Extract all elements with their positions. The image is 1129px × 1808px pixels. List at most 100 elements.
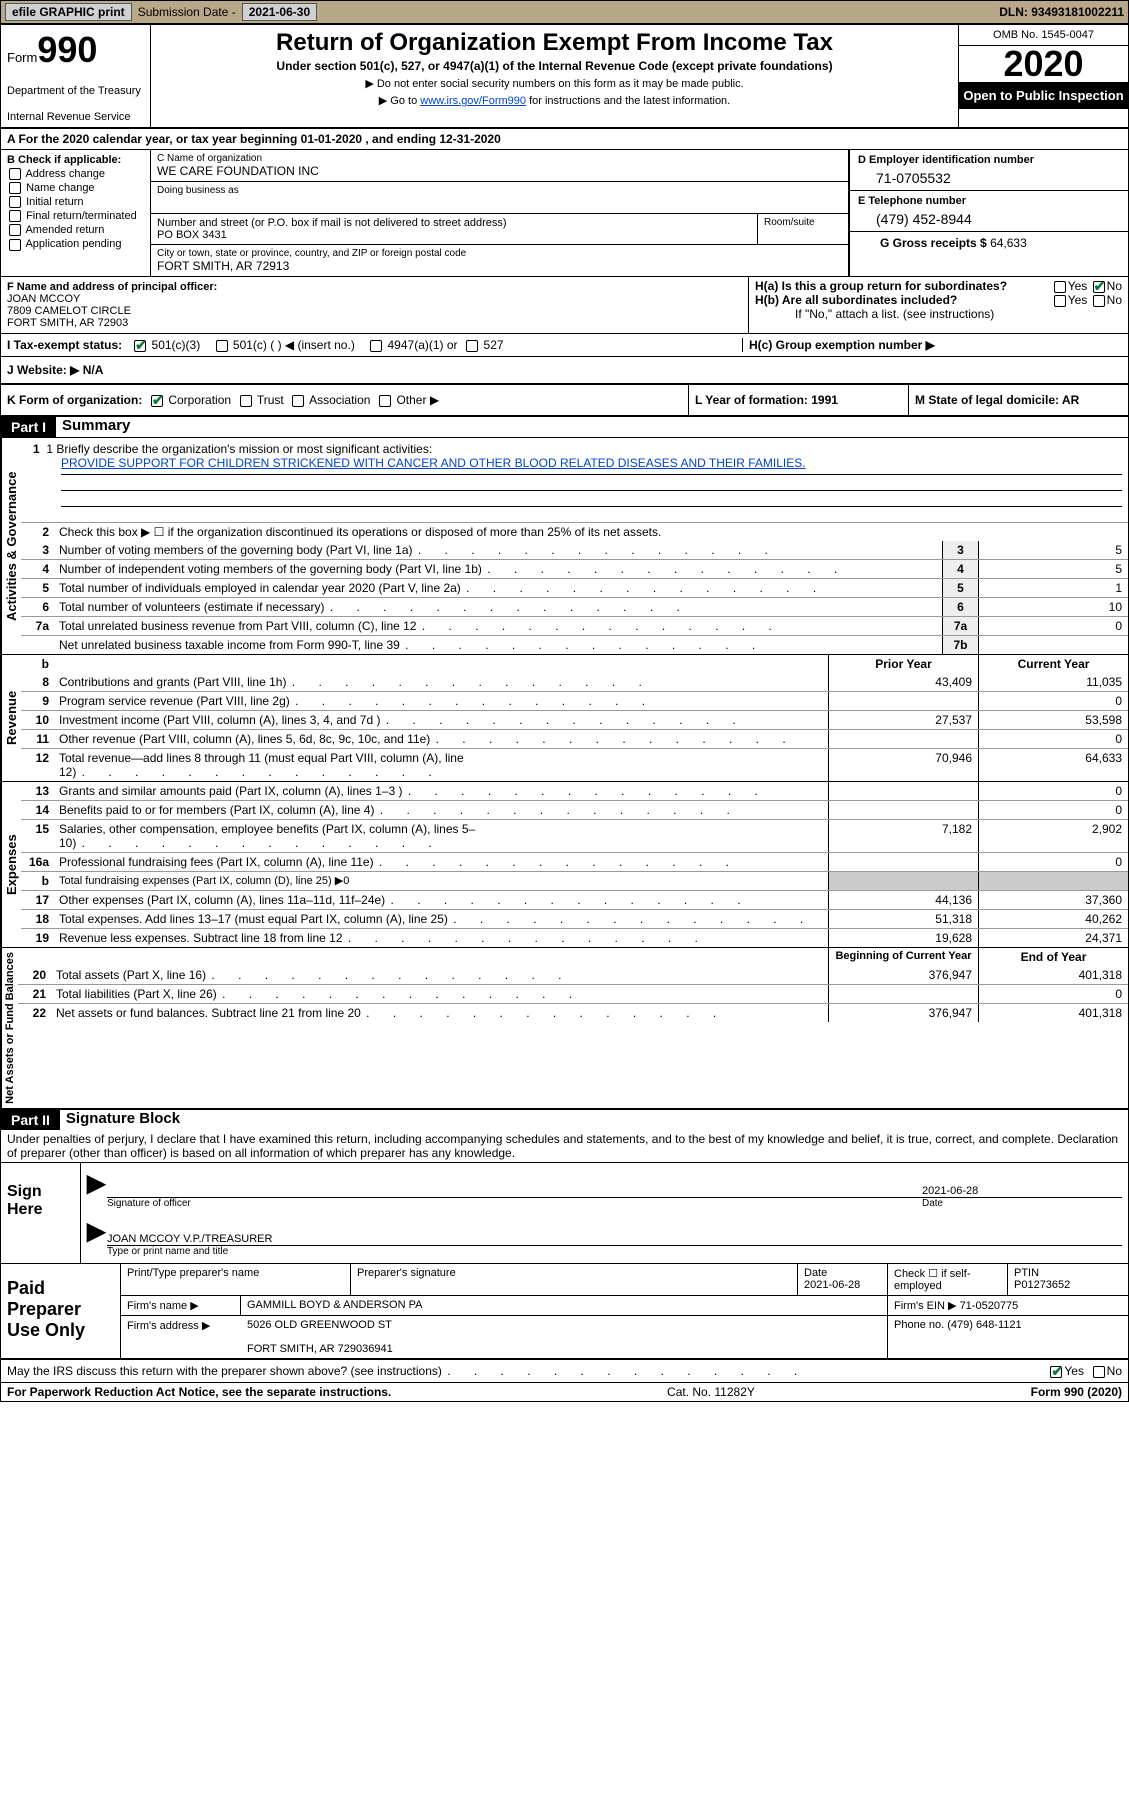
summary-row: b Total fundraising expenses (Part IX, c…: [21, 871, 1128, 890]
cb-501c[interactable]: [216, 340, 228, 352]
org-name-value: WE CARE FOUNDATION INC: [157, 164, 842, 178]
cb-lbl-2: Initial return: [26, 196, 83, 208]
yes-lbl: Yes: [1068, 279, 1088, 293]
hb-no-check[interactable]: [1093, 295, 1105, 307]
form-subtitle: Under section 501(c), 527, or 4947(a)(1)…: [159, 59, 950, 73]
paperwork-notice: For Paperwork Reduction Act Notice, see …: [7, 1385, 391, 1399]
cb-501c3[interactable]: [134, 340, 146, 352]
o4: 527: [484, 338, 504, 352]
row-num: 18: [21, 910, 55, 928]
part2-title: Signature Block: [60, 1110, 180, 1130]
firm-phone-cell: Phone no. (479) 648-1121: [888, 1316, 1128, 1358]
cb-4947[interactable]: [370, 340, 382, 352]
cb-assoc[interactable]: [292, 395, 304, 407]
hb-yes-check[interactable]: [1054, 295, 1066, 307]
assoc: Association: [309, 393, 370, 407]
cb-trust[interactable]: [240, 395, 252, 407]
cb-app-pending[interactable]: Application pending: [7, 238, 144, 250]
street-label: Number and street (or P.O. box if mail i…: [157, 217, 751, 229]
cb-527[interactable]: [466, 340, 478, 352]
prep-ptin-cell: PTINP01273652: [1008, 1264, 1128, 1295]
topbar: efile GRAPHIC print Submission Date - 20…: [0, 0, 1129, 24]
row-text: Program service revenue (Part VIII, line…: [55, 692, 828, 710]
end-year-hdr: End of Year: [978, 948, 1128, 966]
other: Other ▶: [396, 393, 439, 407]
paid-preparer-section: Paid Preparer Use Only Print/Type prepar…: [1, 1264, 1128, 1360]
l-text: L Year of formation: 1991: [695, 393, 838, 407]
mission-text: PROVIDE SUPPORT FOR CHILDREN STRICKENED …: [61, 456, 1122, 470]
cb-lbl-1: Name change: [26, 182, 95, 194]
submission-date-button[interactable]: 2021-06-30: [242, 3, 317, 21]
sig-arrow-icon: ▶: [87, 1169, 107, 1209]
cb-name-change[interactable]: Name change: [7, 182, 144, 194]
irs-link[interactable]: www.irs.gov/Form990: [420, 95, 526, 107]
row-curr: 0: [978, 692, 1128, 710]
row-prior: 51,318: [828, 910, 978, 928]
note2-post: for instructions and the latest informat…: [526, 95, 730, 107]
cb-other[interactable]: [379, 395, 391, 407]
cb-corp[interactable]: [151, 395, 163, 407]
cb-initial-return[interactable]: Initial return: [7, 196, 144, 208]
summary-row: 7a Total unrelated business revenue from…: [21, 616, 1128, 635]
row-num: 12: [21, 749, 55, 781]
row-box: 4: [942, 560, 978, 578]
net-header-row: Beginning of Current Year End of Year: [18, 948, 1128, 966]
summary-row: 13 Grants and similar amounts paid (Part…: [21, 782, 1128, 800]
prep-date-hdr: Date: [804, 1267, 827, 1279]
row-text: Other revenue (Part VIII, column (A), li…: [55, 730, 828, 748]
prep-date-val: 2021-06-28: [804, 1279, 860, 1291]
row-num: [21, 636, 55, 654]
row-prior: 27,537: [828, 711, 978, 729]
tax-year: 2020: [959, 46, 1128, 82]
cb-amended[interactable]: Amended return: [7, 224, 144, 236]
firm-name-val: GAMMILL BOYD & ANDERSON PA: [241, 1296, 888, 1315]
line2-num: 2: [21, 523, 55, 541]
row-num: 21: [18, 985, 52, 1003]
efile-print-button[interactable]: efile GRAPHIC print: [5, 3, 132, 21]
firm-addr2: FORT SMITH, AR 729036941: [247, 1343, 393, 1355]
summary-row: 17 Other expenses (Part IX, column (A), …: [21, 890, 1128, 909]
part1-rev-body: b Prior Year Current Year 8 Contribution…: [21, 655, 1128, 781]
ha-yes-check[interactable]: [1054, 281, 1066, 293]
l-year-formation: L Year of formation: 1991: [688, 385, 908, 415]
cb-address-change[interactable]: Address change: [7, 168, 144, 180]
room-cell: Room/suite: [758, 214, 848, 244]
part1-gov-body: 1 1 Briefly describe the organization's …: [21, 438, 1128, 654]
row-prior: [828, 730, 978, 748]
officer-label: F Name and address of principal officer:: [7, 281, 742, 293]
part1-exp-body: 13 Grants and similar amounts paid (Part…: [21, 782, 1128, 947]
curr-year-hdr: Current Year: [978, 655, 1128, 673]
row-value: 1: [978, 579, 1128, 597]
preparer-row2: Firm's name ▶ GAMMILL BOYD & ANDERSON PA…: [121, 1296, 1128, 1316]
discuss-no-check[interactable]: [1093, 1366, 1105, 1378]
rev-hdr-b: b: [21, 655, 55, 673]
yes-lbl2: Yes: [1068, 293, 1088, 307]
row-text: Number of independent voting members of …: [55, 560, 942, 578]
form-number: 990: [37, 29, 97, 70]
k-form-org: K Form of organization: Corporation Trus…: [1, 385, 688, 415]
prep-selfemp: Check ☐ if self-employed: [888, 1264, 1008, 1295]
net-hdr-blank2: [52, 948, 828, 966]
summary-row: 14 Benefits paid to or for members (Part…: [21, 800, 1128, 819]
row-curr: 0: [978, 801, 1128, 819]
row-num: 7a: [21, 617, 55, 635]
row-num: 20: [18, 966, 52, 984]
form-header: Form990 Department of the Treasury Inter…: [1, 25, 1128, 129]
row-prior: [828, 801, 978, 819]
row-text: Total expenses. Add lines 13–17 (must eq…: [55, 910, 828, 928]
discuss-yes-check[interactable]: [1050, 1366, 1062, 1378]
row-text: Total revenue—add lines 8 through 11 (mu…: [55, 749, 828, 781]
row-box: 7b: [942, 636, 978, 654]
cb-final-return[interactable]: Final return/terminated: [7, 210, 144, 222]
row-text: Professional fundraising fees (Part IX, …: [55, 853, 828, 871]
ha-no-check[interactable]: [1093, 281, 1105, 293]
o3: 4947(a)(1) or: [388, 338, 458, 352]
discuss-no: No: [1107, 1364, 1122, 1378]
col-h-group: H(a) Is this a group return for subordin…: [748, 277, 1128, 333]
row-prior: [828, 692, 978, 710]
row-text: Total number of volunteers (estimate if …: [55, 598, 942, 616]
row-box: 7a: [942, 617, 978, 635]
row-text: Contributions and grants (Part VIII, lin…: [55, 673, 828, 691]
side-label-net: Net Assets or Fund Balances: [1, 948, 18, 1108]
cb-lbl-4: Amended return: [25, 224, 104, 236]
